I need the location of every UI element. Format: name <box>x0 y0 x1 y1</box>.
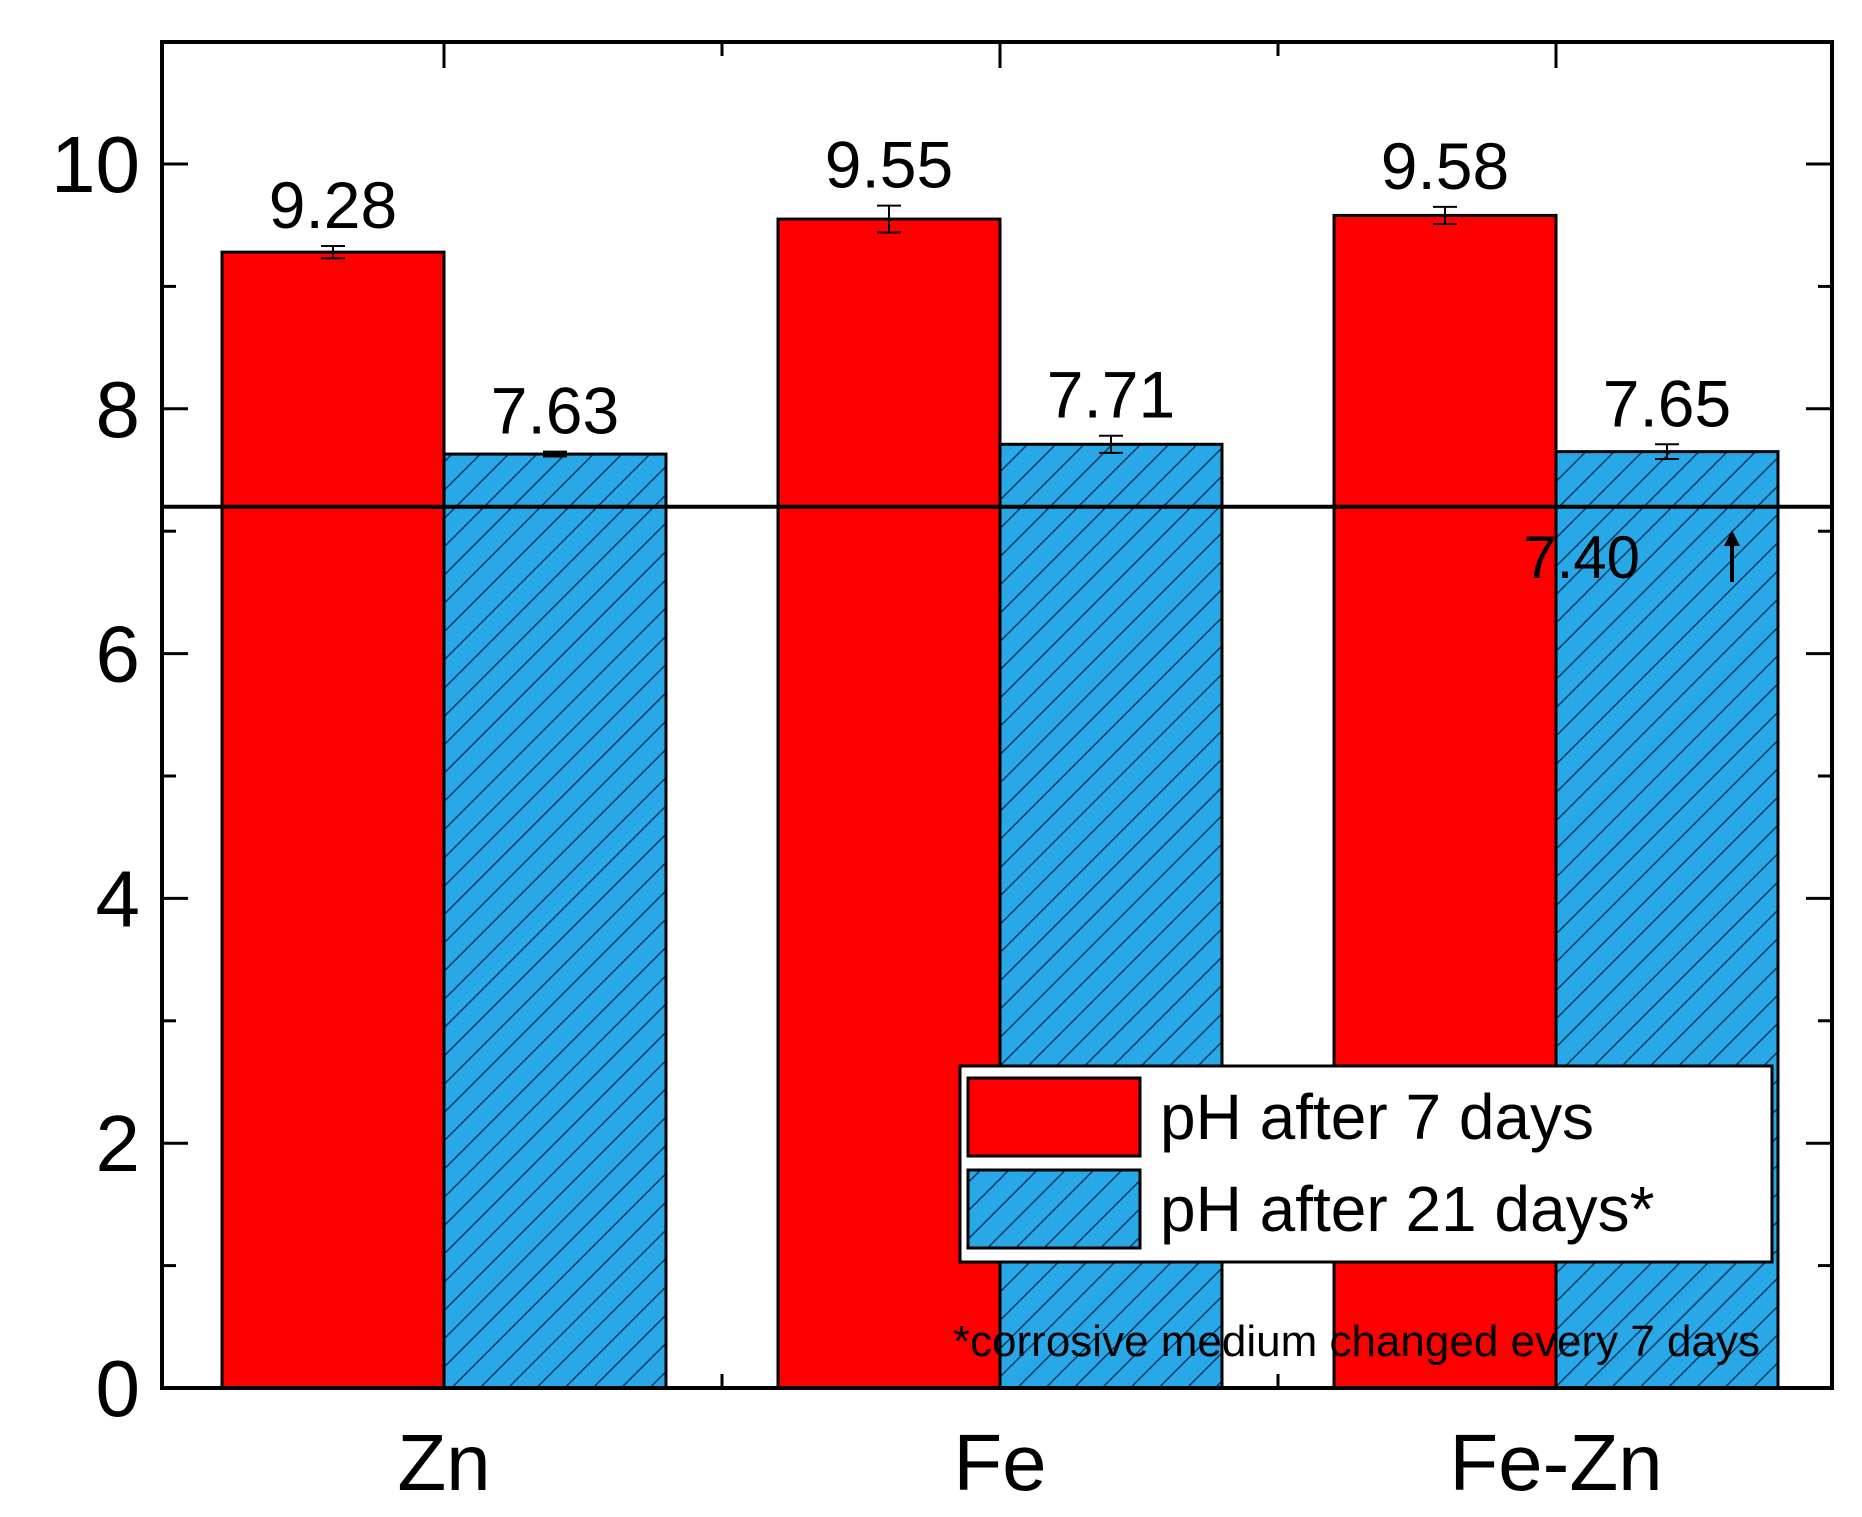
x-tick-label: Fe-Zn <box>1449 1418 1662 1507</box>
data-label-fe-21-days: 7.71 <box>1047 358 1175 432</box>
bar-zn-21-days <box>442 452 668 1390</box>
chart-footnote: *corrosive medium changed every 7 days <box>953 1317 1760 1366</box>
y-tick-label: 4 <box>96 854 141 943</box>
legend-swatch-7-days <box>966 1076 1142 1158</box>
legend-label-7-days: pH after 7 days <box>1160 1081 1594 1153</box>
error-bars-layer <box>321 204 1679 460</box>
data-label-fe-zn-7-days: 9.58 <box>1381 129 1509 203</box>
legend-swatch-21-days <box>966 1168 1142 1250</box>
reference-line-label: 7.40 <box>1523 524 1640 591</box>
bar-zn-7-days <box>220 250 446 1390</box>
legend-label-21-days: pH after 21 days* <box>1160 1173 1655 1245</box>
y-tick-label: 10 <box>51 120 140 209</box>
y-tick-label: 0 <box>96 1344 141 1433</box>
data-label-zn-21-days: 7.63 <box>491 374 619 448</box>
data-labels-layer: 9.28 9.55 9.58 7.63 7.71 7.65 <box>269 128 1731 448</box>
plot-frame <box>160 40 1834 1390</box>
data-label-fe-zn-21-days: 7.65 <box>1603 366 1731 440</box>
y-tick-label: 8 <box>96 365 141 454</box>
y-tick-label: 2 <box>96 1099 141 1188</box>
reference-annotation: 7.40 <box>1523 524 1740 591</box>
y-tick-label: 6 <box>96 610 141 699</box>
axis-ticks-layer: 0 2 4 6 8 10 Zn Fe Fe-Zn <box>51 40 1832 1507</box>
data-label-zn-7-days: 9.28 <box>269 168 397 242</box>
x-tick-label: Fe <box>953 1418 1046 1507</box>
x-tick-label: Zn <box>397 1418 490 1507</box>
data-label-fe-7-days: 9.55 <box>825 128 953 202</box>
legend: pH after 7 days pH after 21 days* <box>958 1064 1774 1264</box>
reference-arrow-head <box>1724 530 1740 546</box>
